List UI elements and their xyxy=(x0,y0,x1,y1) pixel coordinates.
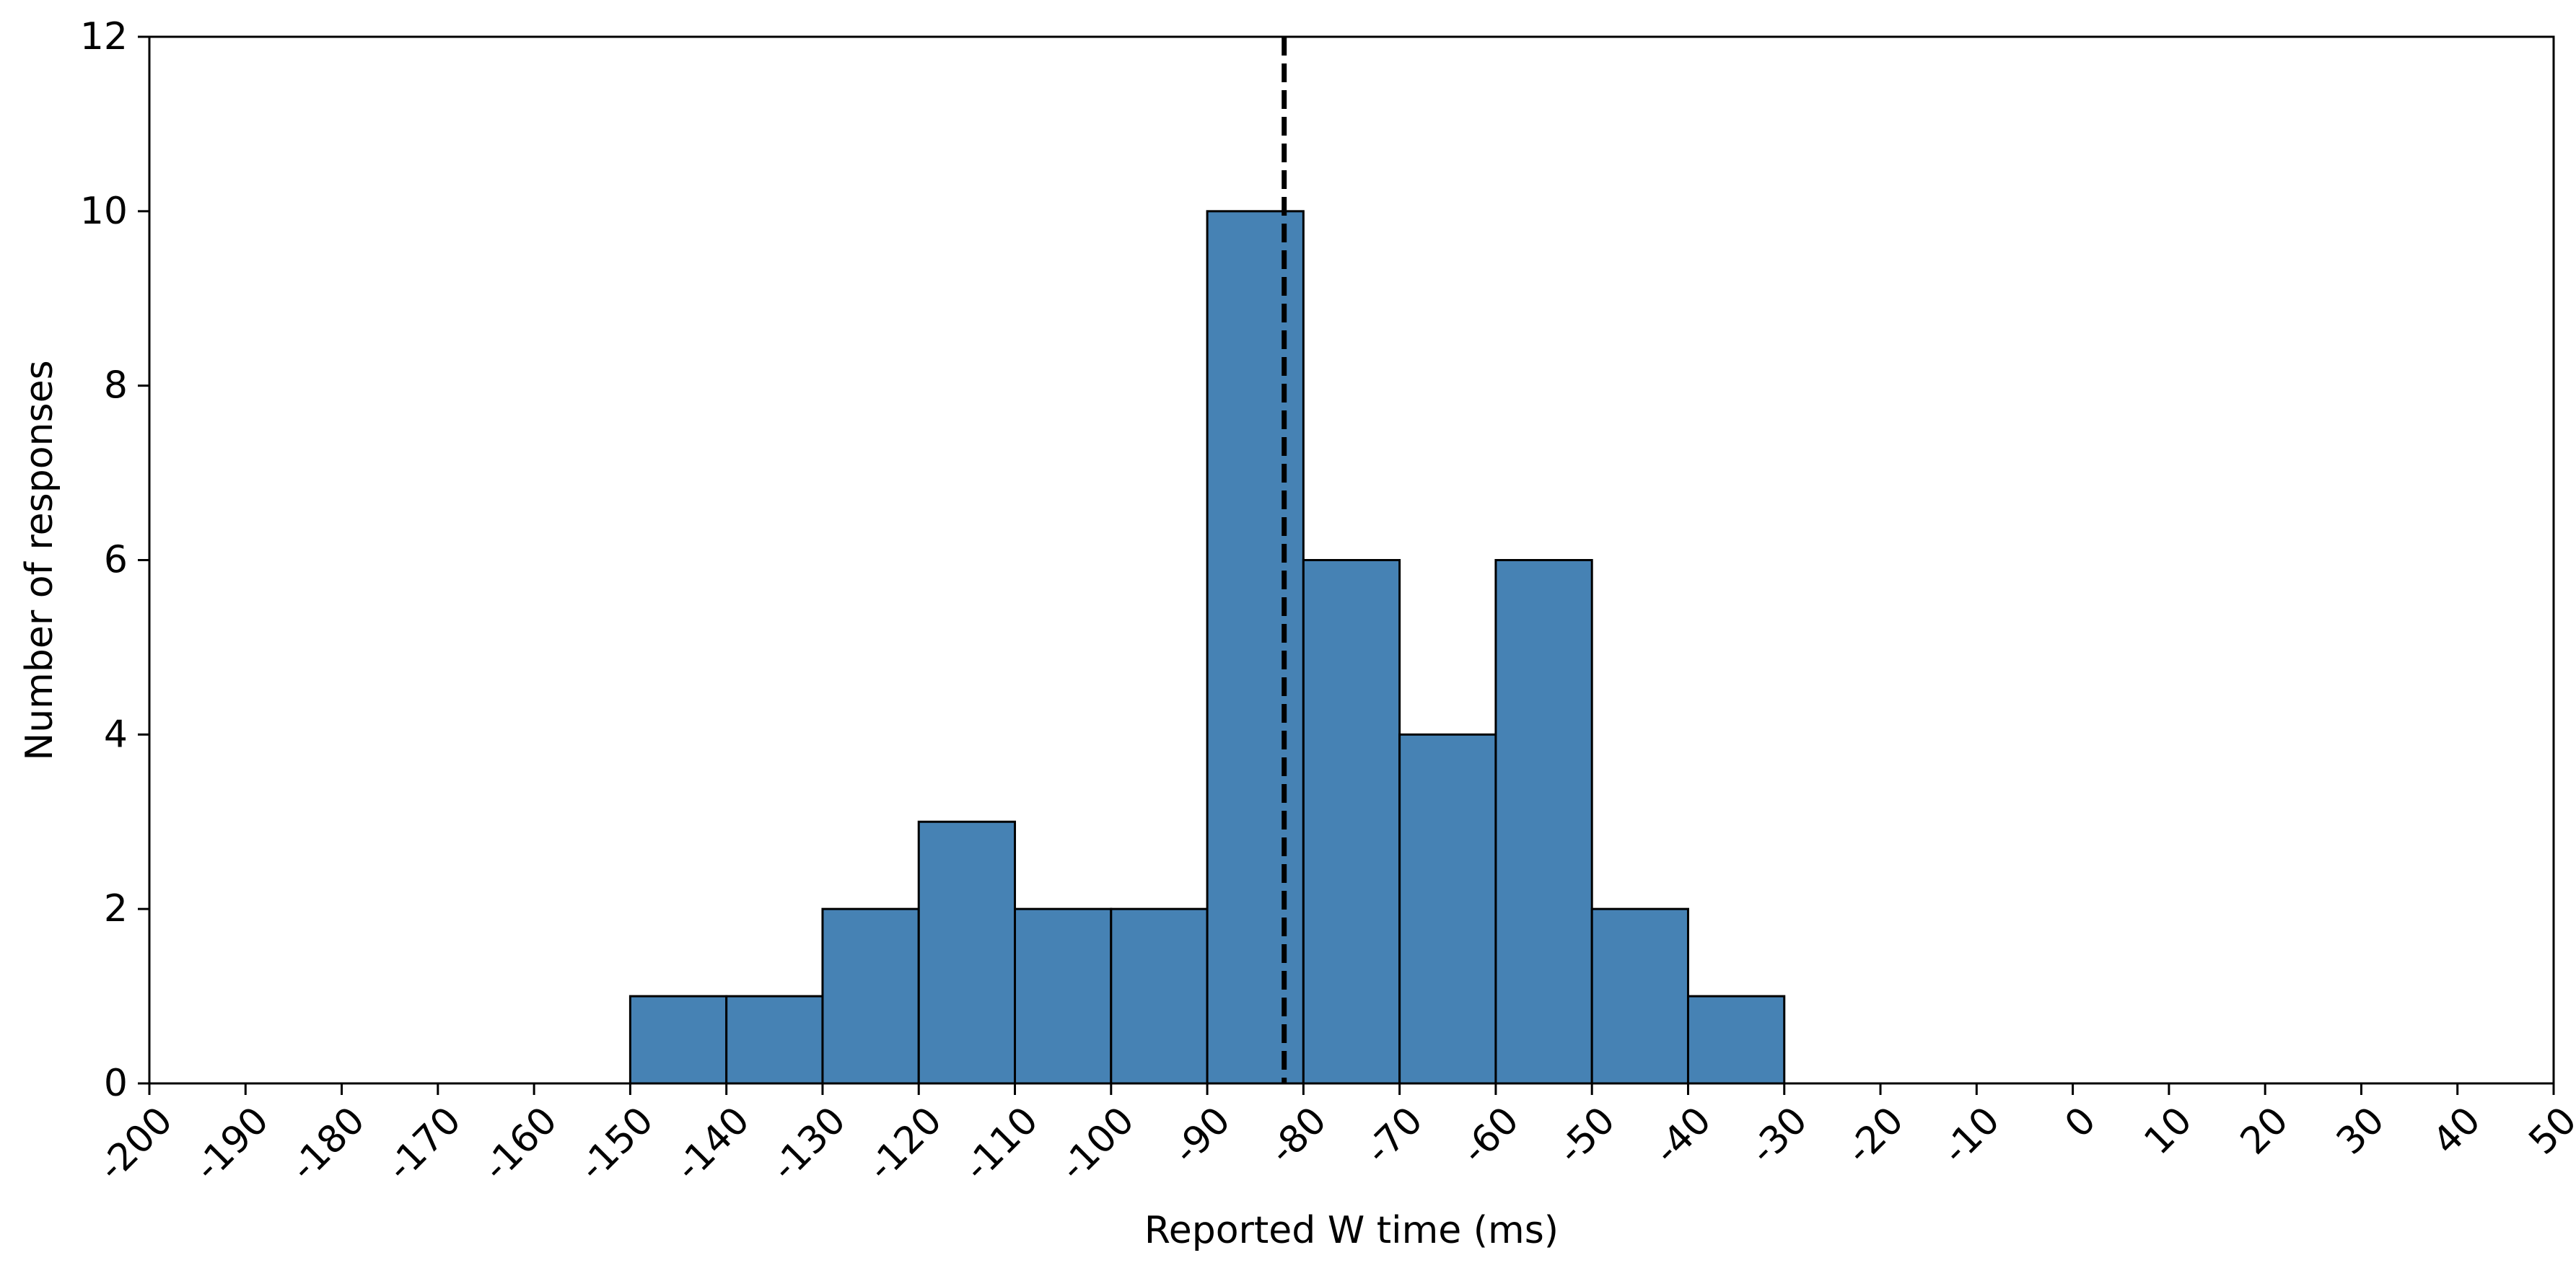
histogram-bar xyxy=(628,995,728,1085)
y-tick-label: 0 xyxy=(104,1062,128,1105)
histogram-bar xyxy=(1494,559,1593,1085)
y-tick-label: 6 xyxy=(104,539,128,582)
histogram-bar xyxy=(1590,907,1689,1085)
y-tick-label: 10 xyxy=(80,190,128,233)
histogram-bar xyxy=(917,820,1017,1085)
y-tick-label: 12 xyxy=(80,15,128,58)
histogram-bar xyxy=(1686,995,1786,1085)
histogram-bar xyxy=(1302,559,1401,1085)
y-tick-label: 2 xyxy=(104,887,128,930)
histogram-bar xyxy=(1014,907,1113,1085)
y-tick-label: 4 xyxy=(104,713,128,756)
histogram-bar xyxy=(725,995,824,1085)
histogram-bar xyxy=(1110,907,1209,1085)
bars-layer xyxy=(628,210,1786,1085)
histogram-bar xyxy=(1206,210,1305,1085)
y-axis: 0 2 4 6 8 10 12 xyxy=(80,15,149,1105)
histogram-bar xyxy=(821,907,920,1085)
y-tick-label: 8 xyxy=(104,364,128,408)
histogram-bar xyxy=(1398,733,1497,1085)
y-axis-title: Number of responses xyxy=(18,360,61,760)
x-axis-title: Reported W time (ms) xyxy=(1144,1209,1559,1252)
